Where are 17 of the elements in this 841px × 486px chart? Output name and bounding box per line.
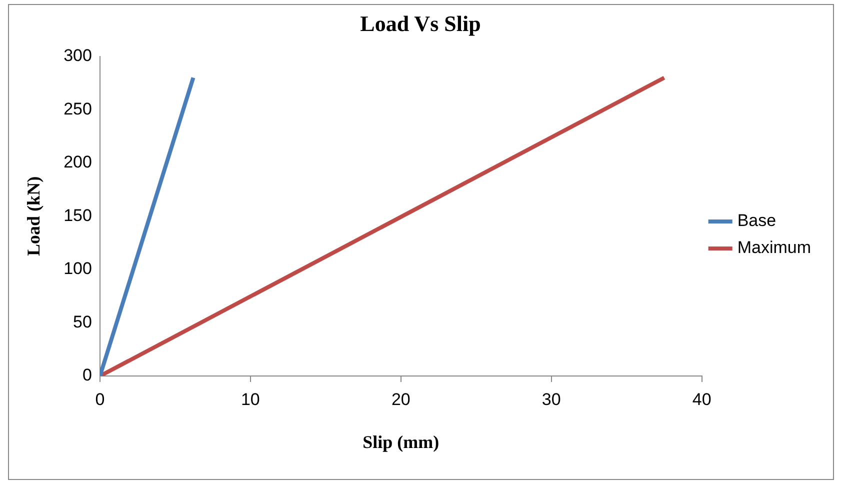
x-tick-label: 0 <box>95 390 105 409</box>
x-tick-label: 10 <box>240 390 260 409</box>
x-tick-label: 40 <box>692 390 712 409</box>
y-tick-label: 150 <box>64 206 92 225</box>
y-tick-label: 50 <box>73 312 92 332</box>
y-tick-label: 250 <box>64 99 92 118</box>
y-axis-title: Load (kN) <box>23 176 44 256</box>
y-tick-label: 300 <box>64 46 92 66</box>
legend-label: Maximum <box>737 238 811 258</box>
y-tick-label: 200 <box>64 152 92 172</box>
y-tick-label: 0 <box>82 366 92 385</box>
x-axis-title: Slip (mm) <box>362 432 440 452</box>
legend-label: Base <box>737 211 776 230</box>
y-tick-label: 100 <box>64 259 92 278</box>
x-tick-label: 20 <box>391 390 410 409</box>
x-tick-label: 30 <box>542 390 561 409</box>
chart-title: Load Vs Slip <box>360 10 481 36</box>
